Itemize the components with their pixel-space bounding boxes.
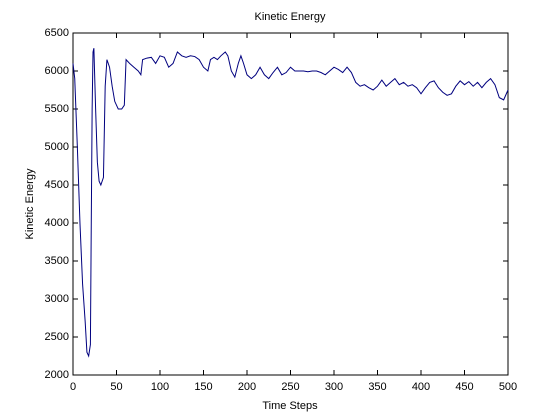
y-tick-label: 3000 xyxy=(45,293,69,305)
y-tick-label: 6500 xyxy=(45,27,69,39)
x-tick-label: 400 xyxy=(412,381,430,393)
y-tick-label: 3500 xyxy=(45,255,69,267)
x-tick-label: 100 xyxy=(151,381,169,393)
x-tick-label: 300 xyxy=(325,381,343,393)
y-tick-label: 4000 xyxy=(45,217,69,229)
y-tick-label: 4500 xyxy=(45,179,69,191)
x-tick-label: 0 xyxy=(70,381,76,393)
x-tick-label: 250 xyxy=(281,381,299,393)
y-tick-label: 5000 xyxy=(45,141,69,153)
x-tick-label: 150 xyxy=(194,381,212,393)
plot-frame xyxy=(72,32,509,376)
y-tick-label: 2000 xyxy=(45,369,69,381)
x-tick-label: 450 xyxy=(455,381,473,393)
x-tick-label: 350 xyxy=(368,381,386,393)
y-tick-label: 6000 xyxy=(45,65,69,77)
y-tick-label: 2500 xyxy=(45,331,69,343)
chart-title: Kinetic Energy xyxy=(255,11,326,23)
x-axis-label: Time Steps xyxy=(262,400,318,412)
y-axis-label: Kinetic Energy xyxy=(24,168,36,239)
x-tick-label: 500 xyxy=(499,381,517,393)
x-tick-label: 50 xyxy=(110,381,122,393)
x-tick-label: 200 xyxy=(238,381,256,393)
y-tick-label: 5500 xyxy=(45,103,69,115)
data-line xyxy=(72,48,509,358)
